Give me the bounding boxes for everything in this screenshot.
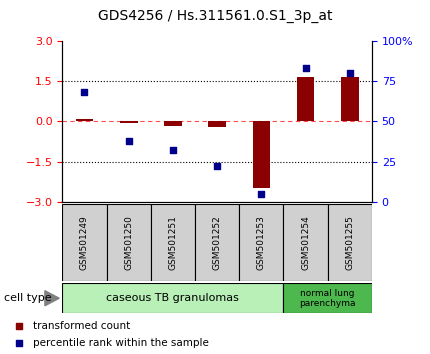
Point [302, 65, 309, 71]
Bar [120, 121, 138, 123]
Point [81, 90, 88, 95]
Point [15, 341, 22, 346]
Bar [107, 204, 151, 281]
Point [347, 70, 353, 76]
Bar [283, 204, 328, 281]
Point [15, 323, 22, 329]
Bar [341, 77, 359, 121]
Text: normal lung
parenchyma: normal lung parenchyma [299, 289, 356, 308]
Point [214, 164, 221, 169]
Bar [252, 121, 270, 188]
Text: GSM501250: GSM501250 [124, 215, 133, 270]
Bar [195, 204, 239, 281]
Text: cell type: cell type [4, 293, 52, 303]
Point [258, 191, 265, 196]
Text: transformed count: transformed count [34, 321, 131, 331]
Text: GSM501252: GSM501252 [213, 215, 221, 270]
Bar [283, 283, 372, 313]
Text: GSM501254: GSM501254 [301, 215, 310, 270]
Bar [164, 121, 182, 126]
Text: GSM501253: GSM501253 [257, 215, 266, 270]
Bar [62, 283, 283, 313]
Point [125, 138, 132, 143]
Bar [151, 204, 195, 281]
Bar [208, 121, 226, 127]
Text: GSM501249: GSM501249 [80, 215, 89, 270]
Text: GSM501251: GSM501251 [169, 215, 178, 270]
Text: percentile rank within the sample: percentile rank within the sample [34, 338, 209, 348]
Text: GSM501255: GSM501255 [345, 215, 354, 270]
Bar [297, 77, 314, 121]
Bar [76, 119, 93, 121]
Text: caseous TB granulomas: caseous TB granulomas [107, 293, 240, 303]
Text: GDS4256 / Hs.311561.0.S1_3p_at: GDS4256 / Hs.311561.0.S1_3p_at [98, 9, 332, 23]
Bar [62, 204, 107, 281]
Polygon shape [45, 291, 59, 306]
Bar [328, 204, 372, 281]
Point [169, 147, 176, 153]
Bar [239, 204, 283, 281]
